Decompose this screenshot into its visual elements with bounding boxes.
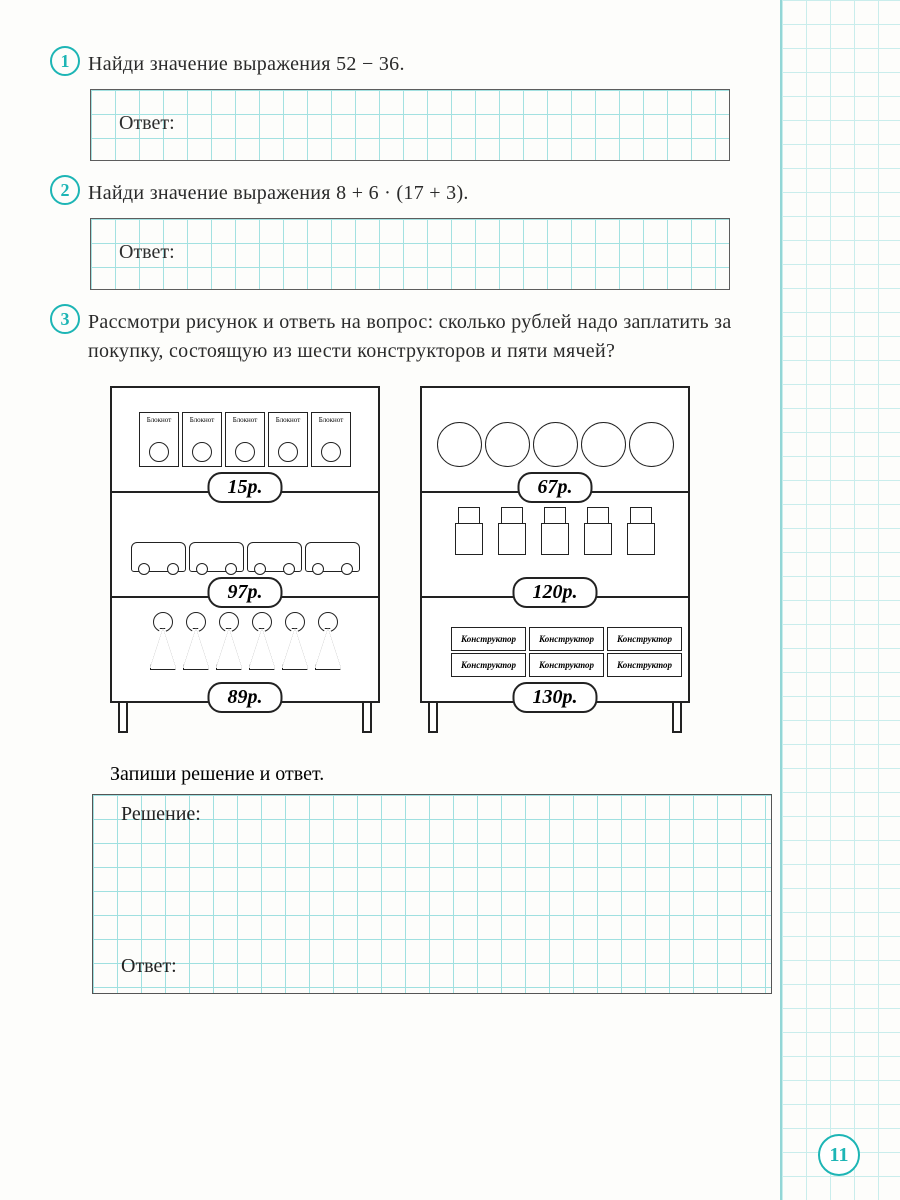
ball-icon xyxy=(629,422,674,467)
box-icon: Конструктор xyxy=(451,627,526,651)
ball-icon xyxy=(581,422,626,467)
ball-icon xyxy=(485,422,530,467)
car-icon xyxy=(131,542,186,572)
doll-icon xyxy=(280,612,310,677)
shelf-unit-right: 67р. 120р. КонструкторКонструкторКонстру… xyxy=(420,386,690,733)
shelves-illustration: БлокнотБлокнотБлокнотБлокнотБлокнот 15р.… xyxy=(110,386,770,733)
box-icon: Конструктор xyxy=(607,653,682,677)
doll-icon xyxy=(148,612,178,677)
notebook-icon: Блокнот xyxy=(182,412,222,467)
answer-label: Ответ: xyxy=(115,241,179,264)
shelf-row-notebooks: БлокнотБлокнотБлокнотБлокнотБлокнот 15р. xyxy=(112,388,378,493)
task-2: 2 Найди значение выражения 8 + 6 · (17 +… xyxy=(50,179,770,290)
task-1: 1 Найди значение выражения 52 − 36. Отве… xyxy=(50,50,770,161)
notebook-icon: Блокнот xyxy=(311,412,351,467)
solution-label: Решение: xyxy=(121,803,201,826)
shelf-row-dolls: 89р. xyxy=(112,598,378,703)
ball-icon xyxy=(533,422,578,467)
price-tag: 120р. xyxy=(513,577,598,608)
price-tag: 15р. xyxy=(208,472,283,503)
answer-label: Ответ: xyxy=(115,112,179,135)
doll-icon xyxy=(313,612,343,677)
solution-prompt: Запиши решение и ответ. xyxy=(110,763,770,786)
task-number-badge: 1 xyxy=(50,46,80,76)
car-icon xyxy=(189,542,244,572)
solution-answer-label: Ответ: xyxy=(121,955,177,978)
shelf-row-constructors: КонструкторКонструкторКонструкторКонстру… xyxy=(422,598,688,703)
robot-icon xyxy=(449,507,489,572)
task-3: 3 Рассмотри рисунок и ответь на вопрос: … xyxy=(50,308,770,366)
notebook-icon: Блокнот xyxy=(268,412,308,467)
task-number-badge: 3 xyxy=(50,304,80,334)
notebook-icon: Блокнот xyxy=(139,412,179,467)
box-icon: Конструктор xyxy=(607,627,682,651)
doll-icon xyxy=(247,612,277,677)
car-icon xyxy=(305,542,360,572)
price-tag: 89р. xyxy=(208,682,283,713)
price-tag: 97р. xyxy=(208,577,283,608)
worksheet-page: 1 Найди значение выражения 52 − 36. Отве… xyxy=(0,0,900,1200)
robot-icon xyxy=(578,507,618,572)
answer-grid-box[interactable]: Ответ: xyxy=(90,89,730,161)
price-tag: 67р. xyxy=(518,472,593,503)
car-icon xyxy=(247,542,302,572)
solution-grid-box[interactable]: Решение: Ответ: xyxy=(92,794,772,994)
notebook-icon: Блокнот xyxy=(225,412,265,467)
robot-icon xyxy=(535,507,575,572)
shelf-row-robots: 120р. xyxy=(422,493,688,598)
page-number-badge: 11 xyxy=(818,1134,860,1176)
shelf-row-cars: 97р. xyxy=(112,493,378,598)
task-text: Рассмотри рисунок и ответь на вопрос: ск… xyxy=(88,308,770,366)
shelf-row-balls: 67р. xyxy=(422,388,688,493)
task-text: Найди значение выражения 8 + 6 · (17 + 3… xyxy=(88,179,469,208)
box-icon: Конструктор xyxy=(451,653,526,677)
box-icon: Конструктор xyxy=(529,627,604,651)
answer-grid-box[interactable]: Ответ: xyxy=(90,218,730,290)
task-text: Найди значение выражения 52 − 36. xyxy=(88,50,405,79)
ball-icon xyxy=(437,422,482,467)
robot-icon xyxy=(492,507,532,572)
box-icon: Конструктор xyxy=(529,653,604,677)
task-number-badge: 2 xyxy=(50,175,80,205)
price-tag: 130р. xyxy=(513,682,598,713)
doll-icon xyxy=(214,612,244,677)
robot-icon xyxy=(621,507,661,572)
doll-icon xyxy=(181,612,211,677)
shelf-unit-left: БлокнотБлокнотБлокнотБлокнотБлокнот 15р.… xyxy=(110,386,380,733)
